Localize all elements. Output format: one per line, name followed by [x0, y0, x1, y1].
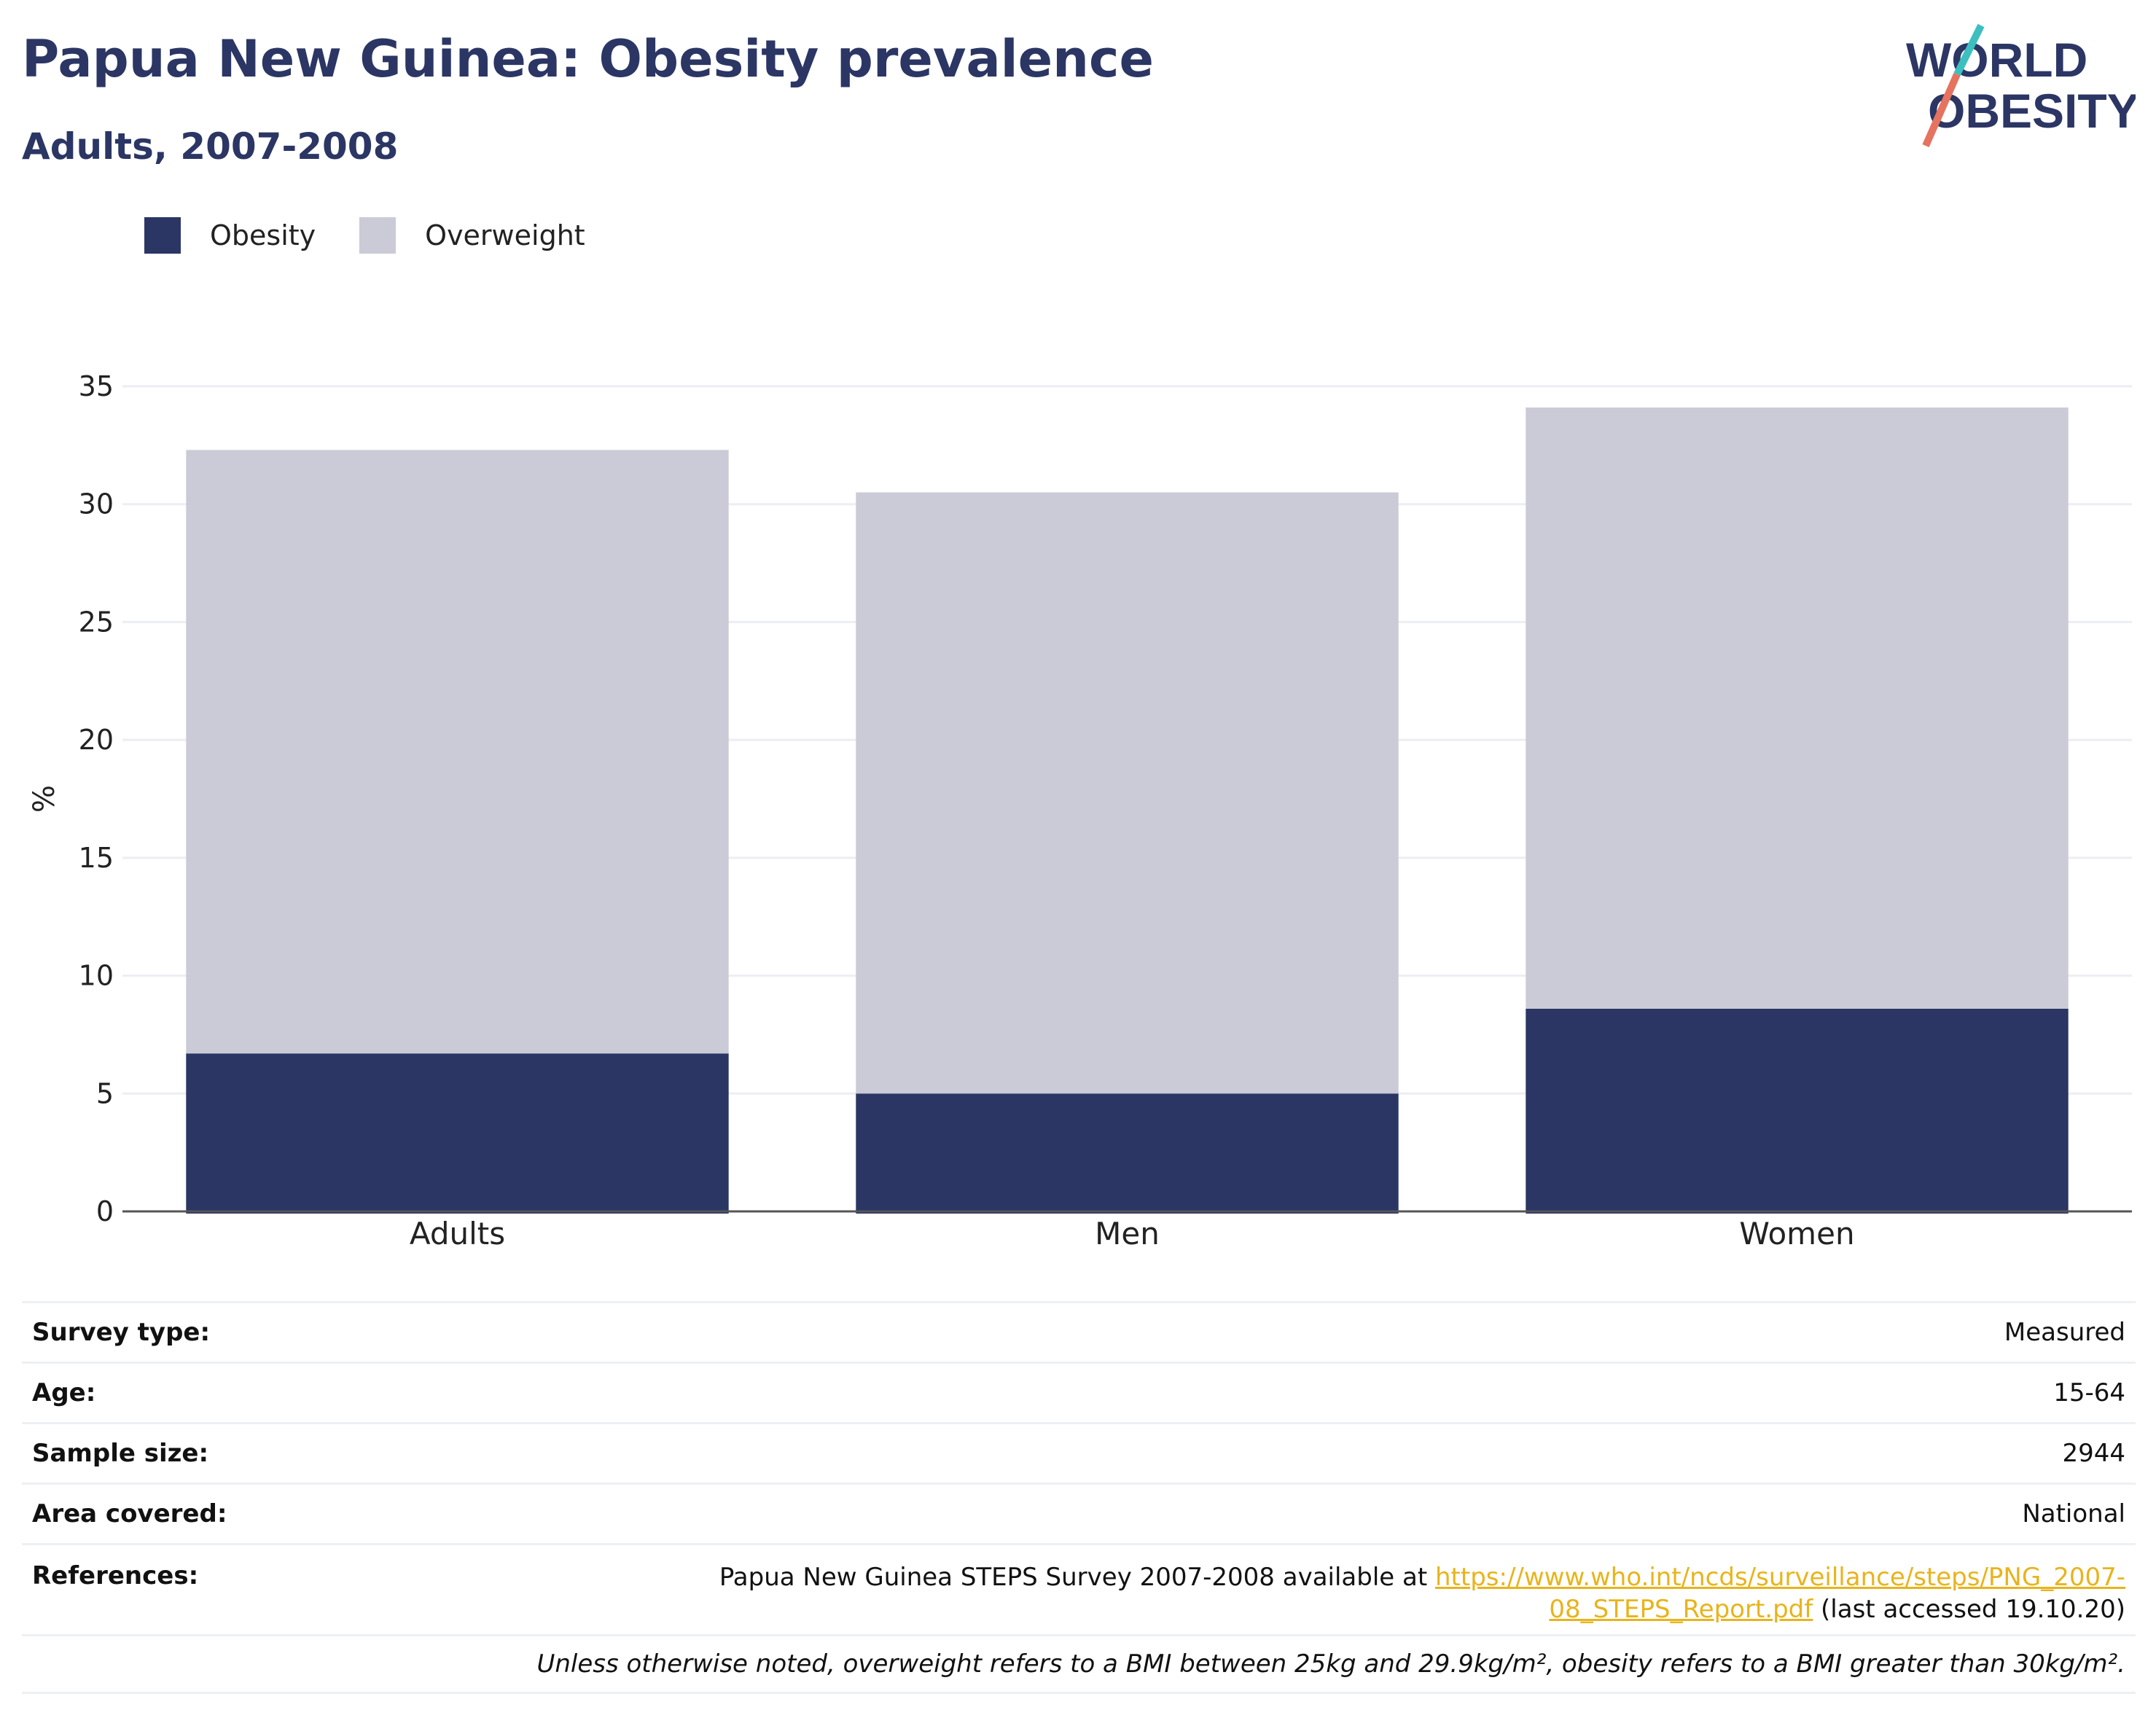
- legend-swatch-obesity: [144, 217, 181, 254]
- references-text: Papua New Guinea STEPS Survey 2007-2008 …: [719, 1563, 1435, 1592]
- age-value: 15-64: [2053, 1378, 2125, 1407]
- y-tick-label: 15: [79, 842, 114, 874]
- y-tick-label: 35: [79, 370, 114, 402]
- sample-size-value: 2944: [2062, 1439, 2125, 1468]
- references-link-part1[interactable]: https://www.who.int/ncds/surveillance/st…: [1435, 1563, 2125, 1592]
- survey-type-label: Survey type:: [32, 1318, 211, 1347]
- logo-slash-teal: [1953, 23, 1985, 77]
- bar-overweight-adults: [186, 450, 729, 1054]
- stacked-bar-chart: 0 5 10 15 20 25 30 35% Adults Men Women: [28, 370, 2132, 1251]
- references-accessed: (last accessed 19.10.20): [1813, 1595, 2125, 1624]
- y-tick-label: 0: [96, 1195, 114, 1227]
- y-tick-label: 25: [79, 606, 114, 638]
- logo-slash-coral: [1922, 72, 1961, 148]
- legend-label-overweight: Overweight: [425, 219, 585, 251]
- chart-legend: Obesity Overweight: [144, 217, 629, 254]
- references-label: References:: [32, 1561, 199, 1590]
- bmi-note: Unless otherwise noted, overweight refer…: [536, 1649, 2125, 1679]
- x-tick-label: Men: [1095, 1216, 1160, 1251]
- age-label: Age:: [32, 1378, 96, 1407]
- logo-line-1: WORLD: [1906, 33, 2087, 87]
- survey-info-table: Survey type: Measured Age: 15-64 Sample …: [22, 1301, 2136, 1694]
- bar-overweight-women: [1526, 407, 2069, 1009]
- y-axis-label: %: [28, 785, 61, 813]
- x-tick-label: Women: [1739, 1216, 1854, 1251]
- page-title: Papua New Guinea: Obesity prevalence: [22, 29, 1154, 89]
- info-row-references: References: Papua New Guinea STEPS Surve…: [22, 1543, 2136, 1634]
- legend-label-obesity: Obesity: [210, 219, 316, 251]
- area-value: National: [2022, 1499, 2125, 1528]
- info-row-area: Area covered: National: [22, 1483, 2136, 1543]
- sample-size-label: Sample size:: [32, 1439, 209, 1468]
- y-tick-label: 5: [96, 1077, 114, 1109]
- bar-obesity-men: [856, 1093, 1399, 1214]
- y-tick-label: 30: [79, 488, 114, 520]
- info-row-survey-type: Survey type: Measured: [22, 1301, 2136, 1362]
- info-row-age: Age: 15-64: [22, 1362, 2136, 1422]
- world-obesity-logo: WORLD OBESITY: [1906, 23, 2136, 148]
- y-tick-label: 10: [79, 960, 114, 992]
- x-tick-label: Adults: [410, 1216, 505, 1251]
- bar-overweight-men: [856, 492, 1399, 1094]
- bar-obesity-adults: [186, 1053, 729, 1214]
- references-value: Papua New Guinea STEPS Survey 2007-2008 …: [719, 1561, 2125, 1625]
- bar-obesity-women: [1526, 1008, 2069, 1214]
- legend-swatch-overweight: [359, 217, 397, 254]
- logo-line-2: OBESITY: [1928, 84, 2136, 138]
- info-row-note: Unless otherwise noted, overweight refer…: [22, 1634, 2136, 1694]
- survey-type-value: Measured: [2004, 1318, 2125, 1347]
- area-label: Area covered:: [32, 1499, 227, 1528]
- page-subtitle: Adults, 2007-2008: [22, 125, 399, 168]
- info-row-sample-size: Sample size: 2944: [22, 1422, 2136, 1483]
- y-tick-label: 20: [79, 724, 114, 756]
- references-link-part2[interactable]: 08_STEPS_Report.pdf: [1549, 1595, 1813, 1624]
